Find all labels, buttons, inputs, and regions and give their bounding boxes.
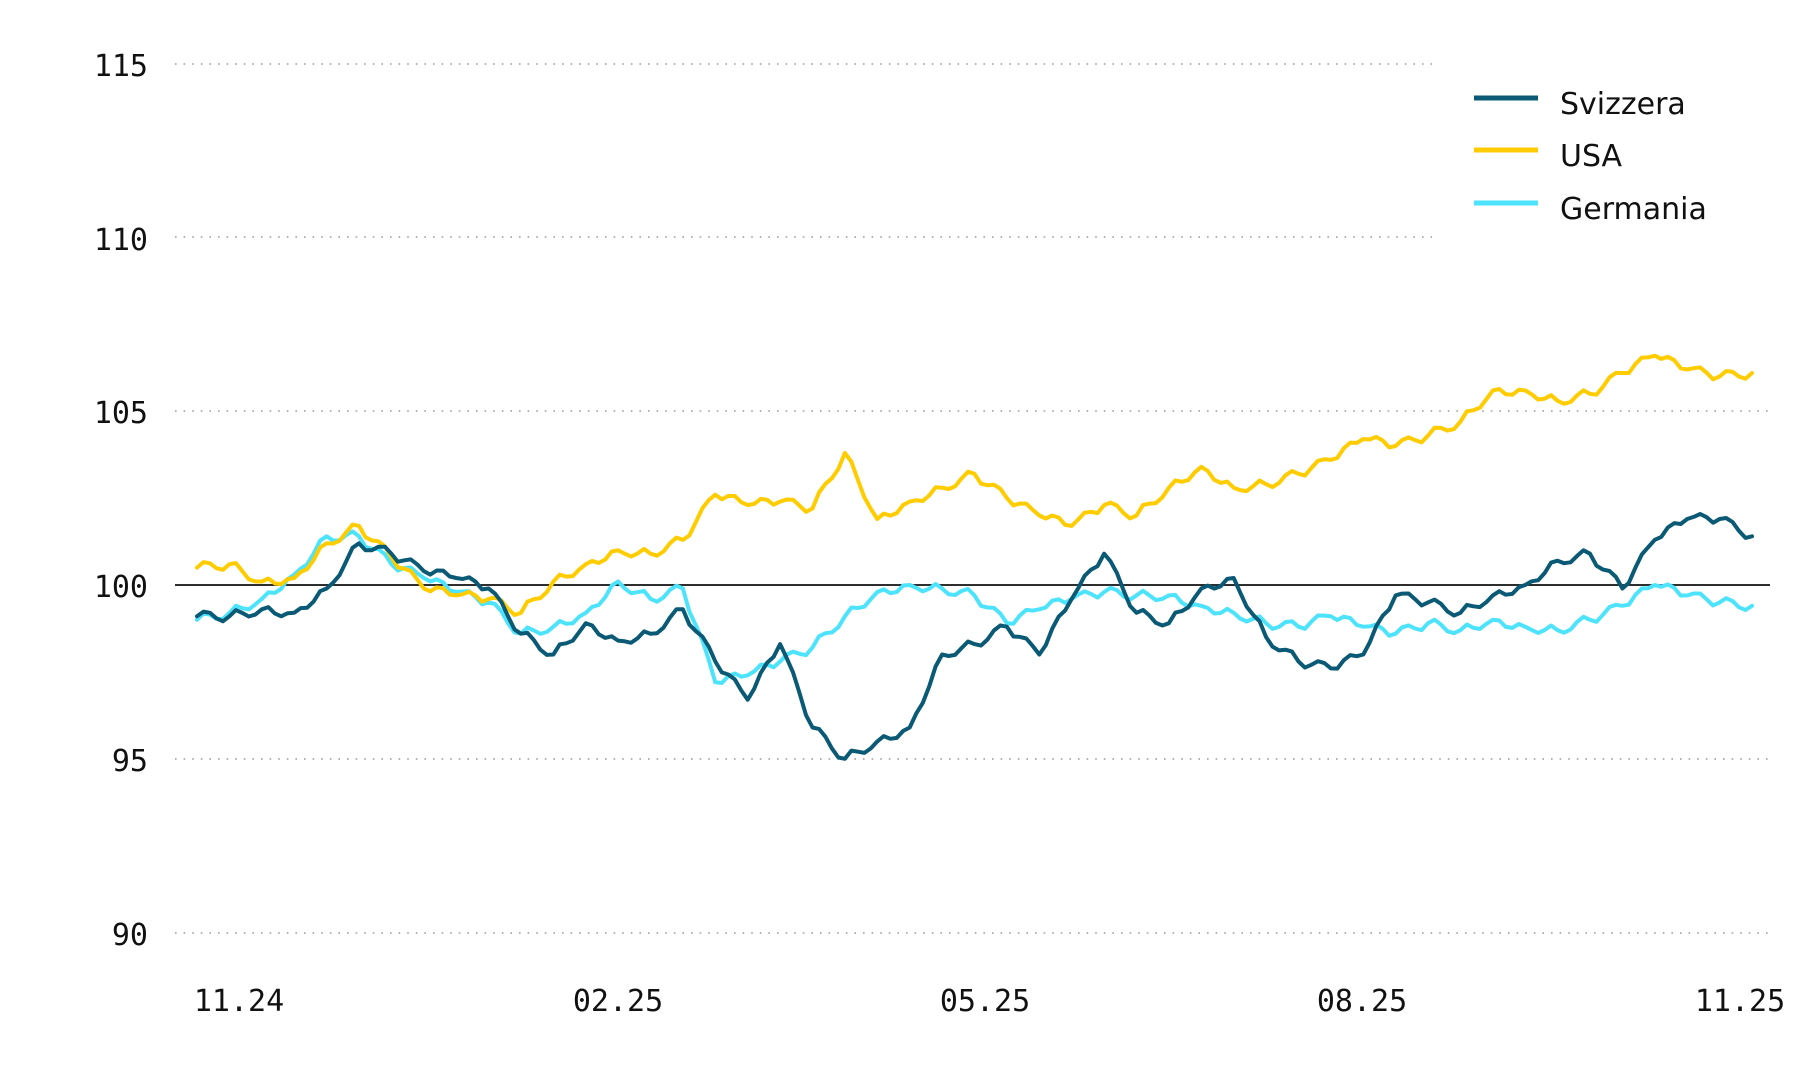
x-tick-label: 02.25 xyxy=(573,984,663,1019)
y-tick-label: 105 xyxy=(94,396,148,431)
y-tick-label: 100 xyxy=(94,570,148,605)
legend-label: Germania xyxy=(1560,192,1707,227)
y-tick-label: 90 xyxy=(112,918,148,953)
legend: Svizzera USA Germania xyxy=(1474,87,1707,227)
series-line-usa xyxy=(195,353,1754,617)
x-tick-label: 05.25 xyxy=(940,984,1030,1019)
series-group xyxy=(195,353,1754,761)
legend-label: USA xyxy=(1560,139,1623,174)
series-line-germania xyxy=(195,529,1754,685)
series-line-svizzera xyxy=(195,512,1754,761)
y-tick-label: 95 xyxy=(112,744,148,779)
x-axis: 11.24 02.25 05.25 08.25 11.25 xyxy=(194,984,1785,1019)
x-tick-label: 11.25 xyxy=(1695,984,1785,1019)
legend-item-svizzera[interactable]: Svizzera xyxy=(1474,87,1686,122)
legend-item-usa[interactable]: USA xyxy=(1474,139,1623,174)
y-tick-label: 110 xyxy=(94,223,148,258)
legend-item-germania[interactable]: Germania xyxy=(1474,192,1707,227)
y-tick-label: 115 xyxy=(94,49,148,84)
x-tick-label: 11.24 xyxy=(194,984,284,1019)
legend-label: Svizzera xyxy=(1560,87,1686,122)
gridlines xyxy=(175,63,1770,934)
x-tick-label: 08.25 xyxy=(1317,984,1407,1019)
y-axis: 115 110 105 100 95 90 xyxy=(94,49,148,953)
